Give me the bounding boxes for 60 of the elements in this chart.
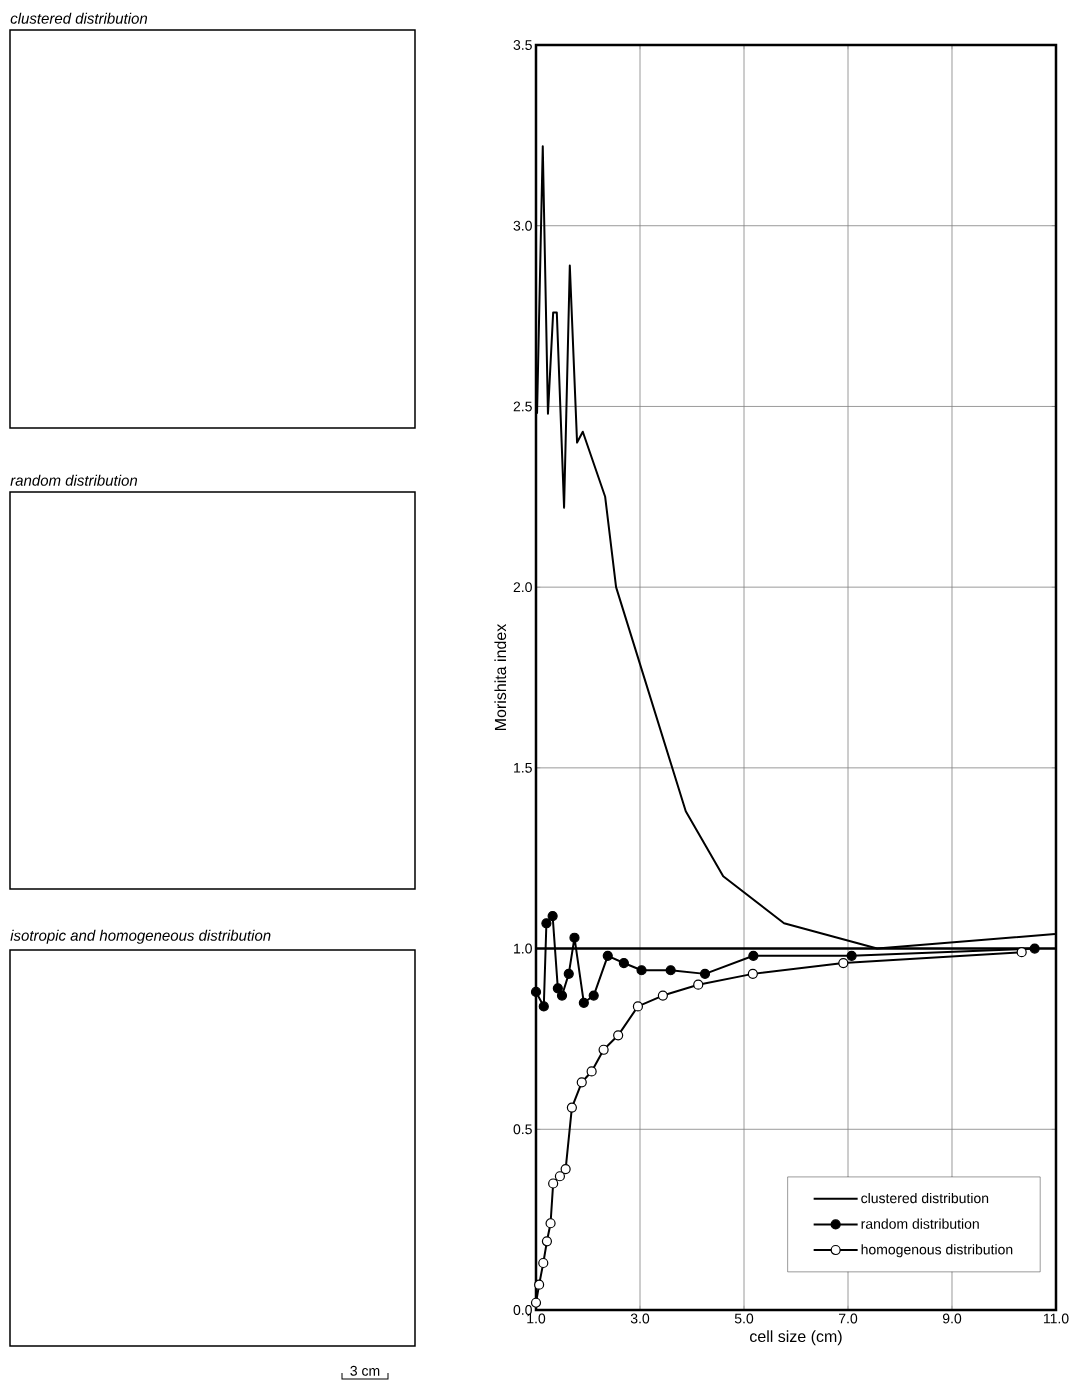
point [846, 950, 857, 961]
point [560, 1163, 571, 1175]
x-tick-label: 3.0 [630, 1313, 650, 1324]
text: 3 cm [350, 1365, 380, 1376]
point [665, 965, 676, 976]
text: random distribution [10, 474, 138, 486]
point [541, 1236, 553, 1247]
point [588, 990, 599, 1001]
point [530, 986, 542, 998]
point [1016, 947, 1027, 958]
y-tick-label: 1.5 [514, 762, 532, 773]
x-tick-label: 5.0 [734, 1313, 754, 1324]
y-tick-label: 1.0 [514, 943, 532, 954]
x-axis-title: cell size (cm) [750, 1330, 842, 1346]
y-tick-label: 0.0 [513, 1305, 532, 1315]
point [545, 1218, 556, 1229]
point [534, 1279, 545, 1290]
point [613, 1030, 624, 1041]
y-tick-label: 2.5 [513, 401, 532, 412]
point [838, 957, 849, 969]
point [566, 1102, 577, 1113]
y-tick-label: 0.5 [513, 1124, 532, 1135]
point [602, 950, 613, 961]
point [548, 1178, 559, 1189]
point [554, 1171, 566, 1182]
point [538, 1001, 549, 1012]
point [618, 957, 629, 969]
point [1029, 943, 1040, 954]
point [552, 983, 563, 994]
point [636, 965, 647, 976]
x-tick-label: 1.0 [527, 1313, 546, 1324]
point [530, 1297, 542, 1308]
point [541, 918, 552, 929]
point [563, 968, 574, 979]
text: isotropic and homogeneous distribution [10, 929, 271, 944]
y-tick-label: 3.5 [513, 40, 532, 50]
point [556, 990, 568, 1001]
legend-label: random distribution [861, 1218, 979, 1229]
legend-label: clustered distribution [861, 1192, 989, 1204]
x-tick-label: 11.0 [1043, 1313, 1069, 1324]
y-tick-label: 3.0 [513, 220, 532, 231]
y-axis-title: Morishita index [494, 623, 507, 730]
point [569, 932, 580, 943]
point [576, 1077, 587, 1088]
point [578, 997, 589, 1008]
point [538, 1257, 549, 1269]
point [693, 979, 704, 990]
point [547, 910, 558, 922]
point [699, 968, 711, 979]
point [747, 968, 758, 979]
text: clustered distribution [10, 12, 148, 24]
point [748, 950, 759, 961]
point [632, 1001, 644, 1012]
legend-label: homogenous distribution [861, 1244, 1013, 1258]
x-tick-label: 9.0 [942, 1313, 962, 1324]
point [586, 1066, 597, 1077]
x-tick-label: 7.0 [838, 1313, 858, 1324]
point [657, 990, 668, 1001]
y-tick-label: 2.0 [513, 582, 532, 593]
point [598, 1044, 609, 1055]
